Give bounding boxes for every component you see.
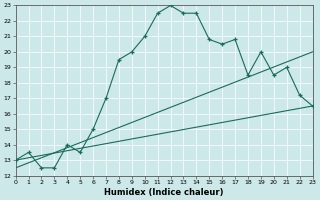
- X-axis label: Humidex (Indice chaleur): Humidex (Indice chaleur): [104, 188, 224, 197]
